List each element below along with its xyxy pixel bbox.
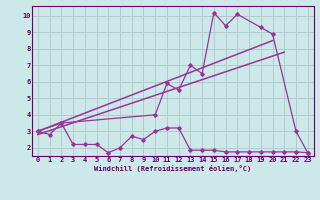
X-axis label: Windchill (Refroidissement éolien,°C): Windchill (Refroidissement éolien,°C)	[94, 165, 252, 172]
